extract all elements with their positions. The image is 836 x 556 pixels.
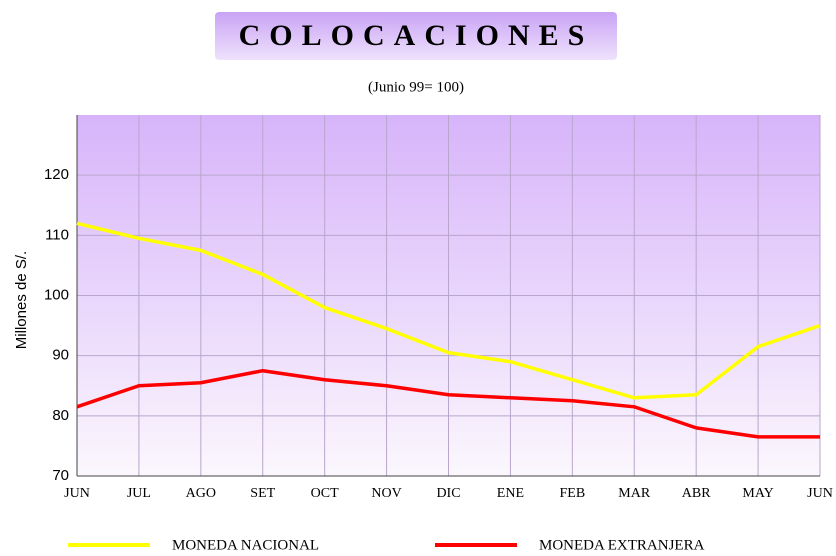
y-tick-label: 80	[52, 407, 69, 424]
x-tick-label: DIC	[436, 486, 460, 501]
title-box	[215, 12, 617, 60]
legend-label: MONEDA NACIONAL	[172, 537, 319, 553]
x-tick-label: MAR	[618, 486, 651, 501]
x-tick-label: FEB	[559, 486, 585, 501]
legend-label: MONEDA EXTRANJERA	[539, 537, 705, 553]
y-tick-label: 100	[44, 286, 69, 303]
x-tick-label: AGO	[186, 486, 216, 501]
x-tick-label: ABR	[682, 486, 711, 501]
x-tick-label: JUN	[807, 486, 833, 501]
x-tick-label: MAY	[742, 486, 773, 501]
x-tick-label: ENE	[497, 486, 524, 501]
series-line	[76, 221, 821, 400]
y-tick-label: 90	[52, 347, 69, 364]
chart-subtitle: (Junio 99= 100)	[368, 79, 464, 95]
x-tick-label: NOV	[371, 486, 401, 501]
x-tick-label: OCT	[311, 486, 339, 501]
x-tick-label: SET	[250, 486, 275, 501]
chart-title: COLOCACIONES	[239, 19, 594, 52]
series-line	[76, 368, 820, 439]
y-tick-label: 110	[45, 226, 69, 243]
y-tick-label: 120	[44, 166, 69, 183]
x-tick-label: JUN	[64, 486, 90, 501]
y-tick-label: 70	[52, 467, 69, 484]
x-tick-label: JUL	[127, 486, 151, 501]
y-axis-label: Millones de S/.	[13, 251, 30, 349]
